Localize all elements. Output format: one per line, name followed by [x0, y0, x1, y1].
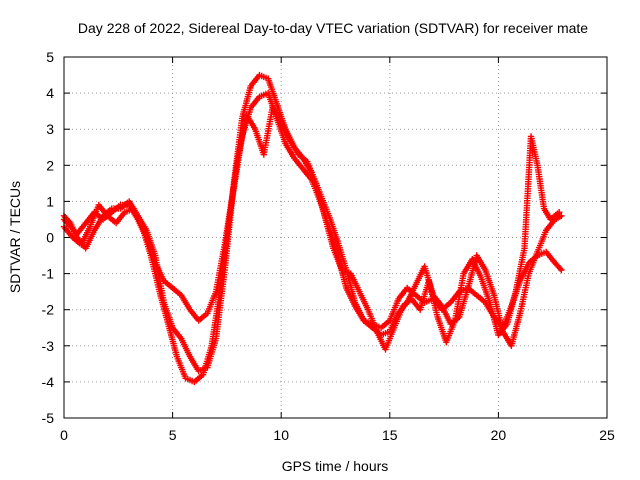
x-tick-label: 20 [491, 427, 507, 443]
x-tick-label: 10 [273, 427, 289, 443]
plus-markers [60, 104, 563, 386]
plus-markers [60, 71, 565, 375]
y-tick-label: -1 [42, 266, 55, 282]
y-axis-label: SDTVAR / TECUs [7, 181, 23, 293]
x-tick-label: 15 [382, 427, 398, 443]
x-tick-label: 0 [60, 427, 68, 443]
x-tick-label: 25 [599, 427, 615, 443]
data-points [60, 71, 565, 386]
chart-title: Day 228 of 2022, Sidereal Day-to-day VTE… [78, 20, 588, 36]
y-tick-label: 3 [46, 121, 54, 137]
y-tick-label: 5 [46, 49, 54, 65]
y-tick-label: 1 [46, 193, 54, 209]
y-tick-label: 4 [46, 85, 54, 101]
data-series-3 [60, 104, 563, 386]
y-tick-label: -4 [42, 374, 55, 390]
y-tick-label: 0 [46, 230, 54, 246]
data-series-2 [60, 71, 565, 375]
y-tick-label: 2 [46, 157, 54, 173]
x-axis-label: GPS time / hours [282, 458, 389, 474]
x-tick-label: 5 [169, 427, 177, 443]
y-tick-label: -2 [42, 302, 55, 318]
y-tick-label: -3 [42, 338, 55, 354]
y-tick-label: -5 [42, 410, 55, 426]
